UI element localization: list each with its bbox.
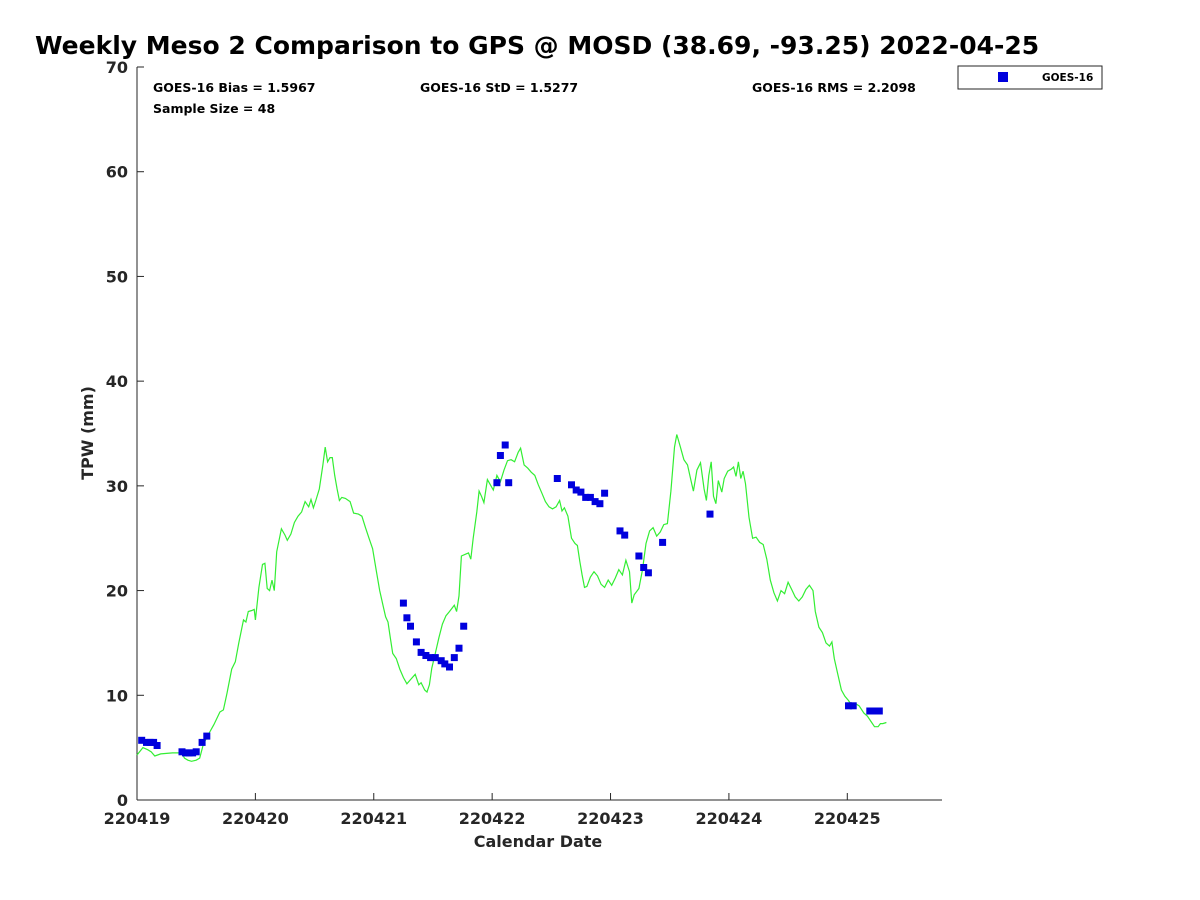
goes16-point [455,644,463,652]
goes16-point [412,638,420,646]
goes16-point [198,738,206,746]
legend-box [957,65,1103,90]
goes16-point [586,493,594,501]
goes16-point [446,663,453,671]
goes16-point [505,479,513,487]
goes16-point [399,599,407,607]
goes16-point [189,749,197,757]
goes16-point [146,738,154,746]
x-tick-label: 220421 [340,809,407,828]
goes16-point [659,538,667,546]
goes16-point [417,648,425,656]
goes16-point [496,452,504,459]
y-tick-label: 30 [106,477,128,496]
goes16-point [422,652,430,659]
goes16-point [182,749,189,757]
stat-sample-size: Sample Size = 48 [153,101,275,116]
goes16-point [153,742,161,749]
goes16-point [568,481,575,489]
goes16-point [138,736,146,744]
goes16-point [616,527,624,535]
goes16-point [403,614,411,622]
goes16-point [460,622,468,630]
y-tick-label: 40 [106,372,128,391]
goes16-point [866,707,874,715]
goes16-point [845,702,852,710]
legend: GOES-16 [957,65,1103,90]
goes16-point [582,493,590,501]
goes16-point [871,707,878,715]
goes16-point [441,660,449,668]
x-tick-label: 220423 [577,809,644,828]
y-tick-label: 0 [117,791,128,810]
stat-rms: GOES-16 RMS = 2.2098 [752,80,916,95]
goes16-point [553,475,561,482]
goes16-point [601,489,609,497]
x-tick-label: 220422 [459,809,526,828]
goes16-point [427,654,435,662]
goes16-point [501,441,509,449]
goes16-point [635,552,643,560]
x-axis-label: Calendar Date [474,832,603,851]
goes16-point [572,486,580,494]
y-tick-label: 10 [106,686,128,705]
goes16-point [875,707,883,715]
x-ticks: 220419 220420 220421 220422 220423 220424 2204… [104,793,881,828]
y-ticks: 0 10 20 30 40 50 60 70 [106,58,144,810]
goes16-point [596,500,604,508]
goes16-point [640,564,648,571]
stat-bias: GOES-16 Bias = 1.5967 [153,80,315,95]
goes16-point [849,702,857,710]
goes16-point [431,654,439,662]
goes16-point [706,510,714,518]
goes16-point [493,479,501,487]
y-tick-label: 70 [106,58,128,77]
legend-label-goes16: GOES-16 [1042,72,1093,84]
goes16-point [591,498,599,506]
goes16-point [621,531,629,539]
y-tick-label: 20 [106,582,128,601]
plot-area [136,434,887,762]
goes16-point [203,732,211,740]
stat-std: GOES-16 StD = 1.5277 [420,80,578,95]
x-tick-label: 220419 [104,809,171,828]
chart-title: Weekly Meso 2 Comparison to GPS @ MOSD (… [35,31,1039,60]
goes16-point [437,657,445,665]
y-axis-label: TPW (mm) [78,386,97,480]
goes16-point [192,748,200,756]
goes16-point [407,622,414,630]
legend-marker-goes16 [998,72,1008,82]
y-tick-label: 50 [106,267,128,286]
gps-series-line [136,434,887,762]
goes16-point [644,569,652,577]
goes16-point [577,488,585,496]
y-tick-label: 60 [106,163,128,182]
x-tick-label: 220425 [814,809,881,828]
x-tick-label: 220420 [222,809,289,828]
x-tick-label: 220424 [696,809,763,828]
goes16-point [450,654,458,662]
